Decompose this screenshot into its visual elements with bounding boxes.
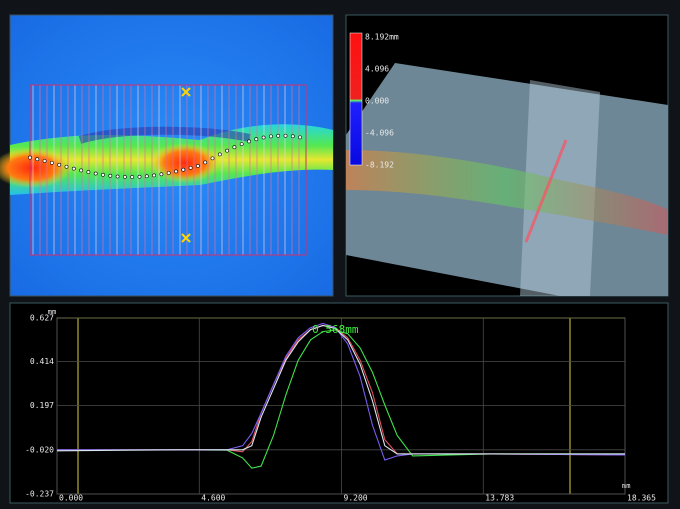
colorbar-label: 4.096 [365,65,389,74]
dot [239,142,244,147]
weld-3d [346,150,668,235]
dot [290,134,295,139]
dot [79,168,84,173]
dot [152,173,157,178]
dot [123,175,127,179]
colorbar-label: 0.000 [365,97,389,106]
profile-line [57,322,626,461]
dot [283,133,288,138]
dot [86,170,91,174]
dot [130,175,135,179]
dot [166,171,171,175]
colorbar-label: -8.192 [365,161,394,170]
dot [144,174,149,179]
dot [108,173,113,178]
dot [261,135,266,140]
dot [101,172,105,177]
y-tick-label: 0.414 [30,357,54,366]
dot [35,157,40,162]
dot [115,174,120,179]
colorbar-label: -4.096 [365,129,394,138]
y-tick-label: 0.197 [30,401,54,410]
dot [174,169,178,174]
profile-dots [28,133,303,179]
section-line [524,139,568,243]
y-axis-label: mm [48,308,56,316]
dot [276,133,281,138]
marker-top [181,87,191,97]
profile-panel [9,302,669,504]
dot [298,135,303,140]
dot [232,145,237,150]
profile-line [57,329,625,469]
dot [50,160,54,165]
dot [137,174,142,179]
dot [93,171,98,176]
y-tick-label: -0.237 [25,490,54,499]
annotation: 0.568mm [312,323,359,336]
x-tick-label: 9.200 [344,494,368,503]
colorbar [349,32,363,166]
dot [254,137,259,142]
dot [195,164,200,168]
dot [57,162,62,167]
dot [268,134,273,139]
dot [159,172,164,177]
x-tick-label: 13.783 [485,494,514,503]
dot [225,148,230,153]
dot [181,167,186,172]
dot [247,139,251,144]
profile-line [56,324,625,455]
x-tick-label: 4.600 [201,494,225,503]
x-axis-label: mm [622,482,630,490]
dot [42,159,47,163]
dot [64,164,69,169]
y-tick-label: 0.627 [30,314,54,323]
marker-bottom [181,233,191,243]
y-tick-label: -0.020 [25,445,54,454]
colorbar-label: 8.192mm [365,33,399,42]
dot [210,156,215,161]
x-tick-label: 0.000 [59,494,83,503]
dot [188,165,193,170]
plot: -0.237 -0.020 0.197 0.414 0.627 0.000 4.600 9.2… [25,314,656,503]
scan-lines [32,85,307,255]
hot-spot [150,143,220,183]
x-tick-label: 18.365 [627,494,656,503]
roi [29,84,307,256]
dot [71,166,76,171]
dot [28,155,32,160]
dot [217,152,222,157]
dot [203,160,208,165]
